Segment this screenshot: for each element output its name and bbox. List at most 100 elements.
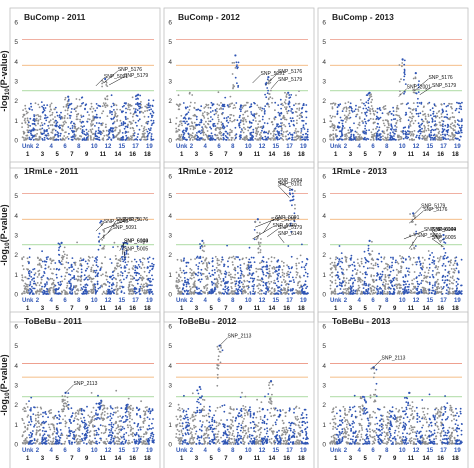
snp-point: [380, 260, 383, 263]
snp-point: [61, 128, 63, 131]
snp-point: [243, 117, 246, 119]
snp-point: [80, 271, 83, 274]
snp-point: [178, 123, 181, 126]
snp-point: [179, 292, 182, 295]
snp-point: [141, 262, 144, 264]
snp-point: [256, 104, 259, 107]
snp-point: [152, 99, 155, 102]
snp-point: [182, 287, 185, 289]
snp-point: [330, 268, 332, 271]
snp-point: [231, 276, 234, 279]
snp-point: [242, 290, 244, 293]
snp-point: [329, 263, 332, 265]
snp-point: [29, 117, 32, 120]
snp-point: [149, 265, 152, 268]
snp-point: [127, 131, 130, 133]
snp-point: [443, 102, 446, 105]
snp-point: [370, 138, 372, 141]
snp-point: [90, 280, 93, 283]
snp-point: [409, 125, 412, 127]
snp-point: [411, 292, 413, 294]
snp-point: [290, 255, 293, 258]
y-axis-title-tail: (P-value): [0, 354, 9, 392]
snp-point: [337, 103, 340, 106]
snp-point: [70, 122, 72, 124]
snp-point: [33, 117, 35, 120]
snp-point: [60, 111, 62, 114]
snp-point: [432, 134, 435, 137]
snp-point: [413, 232, 415, 235]
snp-point: [152, 278, 154, 281]
snp-point: [141, 106, 143, 109]
snp-point: [423, 130, 426, 132]
snp-point: [262, 125, 265, 128]
snp-point: [406, 270, 409, 273]
y-axis-title-sub: 10: [5, 88, 11, 95]
snp-point: [65, 131, 67, 134]
snp-point: [147, 127, 150, 130]
snp-point: [382, 119, 384, 122]
snp-point: [383, 256, 386, 259]
snp-point: [152, 111, 155, 114]
snp-point: [45, 290, 48, 293]
snp-point: [39, 124, 42, 127]
snp-point: [92, 288, 95, 291]
snp-point: [188, 109, 191, 111]
snp-point: [409, 258, 411, 261]
snp-point: [97, 236, 100, 238]
snp-point: [381, 273, 384, 276]
snp-point: [177, 105, 180, 108]
snp-point: [72, 131, 74, 134]
snp-point: [345, 110, 348, 113]
snp-point: [43, 272, 46, 274]
snp-point: [412, 256, 415, 259]
snp-point: [59, 245, 62, 248]
snp-point: [151, 293, 154, 295]
snp-point: [389, 134, 392, 137]
snp-point: [372, 267, 375, 270]
snp-point: [379, 291, 382, 294]
y-axis-title-sub: 10: [5, 242, 11, 249]
snp-point: [138, 272, 141, 275]
snp-point: [210, 101, 213, 104]
snp-point: [335, 268, 337, 271]
snp-point: [275, 125, 278, 127]
snp-point: [220, 280, 223, 283]
snp-point: [87, 292, 90, 295]
snp-point: [380, 256, 383, 259]
snp-point: [398, 114, 400, 117]
snp-point: [375, 287, 378, 290]
snp-point: [379, 273, 382, 275]
snp-point: [306, 128, 309, 131]
snp-point: [43, 132, 45, 135]
snp-point: [95, 291, 97, 294]
snp-point: [329, 287, 332, 290]
snp-point: [354, 130, 357, 133]
snp-point: [217, 114, 220, 117]
snp-point: [400, 266, 403, 268]
snp-point: [137, 119, 140, 122]
snp-point: [410, 290, 413, 293]
snp-point: [378, 276, 381, 278]
annotation-label: SNP_5179: [124, 73, 148, 79]
snp-point: [259, 262, 261, 264]
snp-point: [186, 281, 189, 284]
snp-point: [405, 131, 408, 134]
snp-point: [137, 133, 140, 136]
snp-point: [399, 287, 402, 289]
chromosome-label-bottom: 19: [146, 298, 153, 304]
snp-point: [134, 121, 137, 124]
snp-point: [402, 284, 405, 286]
snp-point: [284, 99, 287, 101]
snp-point: [226, 119, 228, 122]
snp-point: [255, 135, 258, 137]
snp-point: [408, 138, 411, 141]
snp-point: [100, 262, 103, 265]
snp-point: [198, 131, 201, 134]
snp-point: [76, 241, 78, 244]
snp-point: [201, 245, 204, 248]
snp-point: [65, 121, 67, 124]
snp-point: [300, 130, 303, 132]
snp-point: [54, 292, 57, 295]
snp-point: [248, 246, 251, 249]
